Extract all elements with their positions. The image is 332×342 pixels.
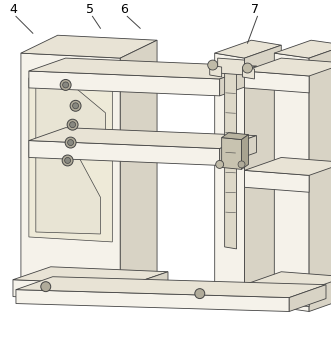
Polygon shape (29, 71, 220, 96)
Polygon shape (225, 68, 237, 249)
Polygon shape (244, 71, 309, 93)
Circle shape (216, 160, 224, 168)
Polygon shape (225, 63, 243, 70)
Polygon shape (242, 67, 254, 79)
Polygon shape (244, 157, 332, 175)
Polygon shape (215, 40, 281, 58)
Polygon shape (215, 53, 244, 306)
Polygon shape (244, 272, 332, 290)
Circle shape (195, 289, 205, 299)
Circle shape (65, 137, 76, 148)
Circle shape (208, 60, 218, 70)
Text: 5: 5 (86, 3, 94, 16)
Polygon shape (274, 53, 309, 312)
Circle shape (68, 140, 74, 146)
Polygon shape (36, 143, 100, 234)
Circle shape (65, 157, 71, 163)
Polygon shape (274, 40, 332, 58)
Circle shape (70, 100, 81, 111)
Circle shape (70, 122, 76, 128)
Polygon shape (29, 141, 220, 166)
Polygon shape (29, 128, 256, 148)
Text: 4: 4 (9, 3, 17, 16)
Circle shape (238, 161, 245, 168)
Circle shape (242, 63, 252, 73)
Polygon shape (241, 135, 248, 169)
Polygon shape (29, 78, 112, 242)
Circle shape (60, 79, 71, 90)
Polygon shape (21, 35, 157, 58)
Polygon shape (244, 170, 309, 192)
Text: 6: 6 (120, 3, 128, 16)
Polygon shape (309, 45, 332, 312)
Polygon shape (13, 267, 168, 285)
Polygon shape (222, 133, 248, 140)
Polygon shape (130, 272, 168, 302)
Circle shape (67, 119, 78, 130)
Polygon shape (244, 45, 281, 306)
Polygon shape (220, 136, 256, 166)
Polygon shape (218, 58, 244, 75)
Polygon shape (244, 58, 332, 76)
Polygon shape (16, 290, 289, 312)
Polygon shape (21, 53, 120, 292)
Polygon shape (120, 40, 157, 292)
Circle shape (73, 103, 79, 109)
Polygon shape (244, 285, 309, 306)
Polygon shape (289, 285, 326, 312)
Polygon shape (29, 58, 256, 79)
Polygon shape (210, 65, 222, 77)
Circle shape (62, 155, 73, 166)
Circle shape (63, 82, 69, 88)
Circle shape (41, 282, 51, 292)
Polygon shape (36, 85, 105, 147)
Polygon shape (13, 280, 130, 302)
Polygon shape (220, 66, 256, 96)
Text: 7: 7 (251, 3, 260, 16)
Polygon shape (16, 277, 326, 298)
Polygon shape (222, 137, 241, 169)
